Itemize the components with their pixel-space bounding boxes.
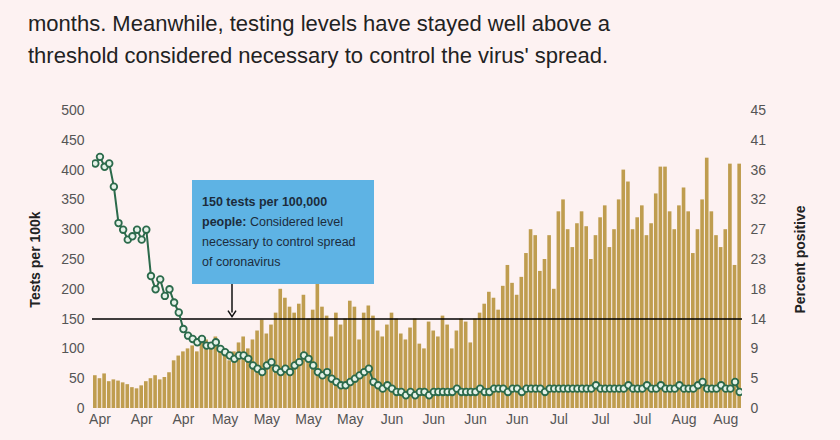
html-text:months. Meanwhile, testing lev: months. Meanwhile, testing levels have s… (28, 11, 611, 68)
svg-text:Apr: Apr (173, 411, 195, 427)
svg-text:350: 350 (61, 191, 85, 207)
svg-text:0: 0 (77, 400, 85, 416)
svg-text:Percent positive: Percent positive (792, 205, 808, 313)
svg-text:450: 450 (61, 132, 85, 148)
svg-text:27: 27 (751, 221, 767, 237)
svg-text:32: 32 (751, 191, 767, 207)
svg-text:18: 18 (751, 281, 767, 297)
svg-text:Aug: Aug (713, 411, 738, 427)
svg-text:100: 100 (61, 340, 85, 356)
svg-text:9: 9 (751, 340, 759, 356)
svg-text:23: 23 (751, 251, 767, 267)
svg-text:May: May (212, 411, 238, 427)
svg-text:150: 150 (61, 311, 85, 327)
svg-text:500: 500 (61, 102, 85, 118)
svg-text:Apr: Apr (89, 411, 111, 427)
svg-text:Jun: Jun (422, 411, 445, 427)
svg-text:0: 0 (751, 400, 759, 416)
svg-text:May: May (295, 411, 321, 427)
html-text:150 tests per 100,000 people:: 150 tests per 100,000 people: Considered… (202, 195, 356, 269)
svg-text:Jun: Jun (464, 411, 487, 427)
svg-text:45: 45 (751, 102, 767, 118)
svg-text:Apr: Apr (131, 411, 153, 427)
svg-text:Jun: Jun (381, 411, 404, 427)
svg-text:200: 200 (61, 281, 85, 297)
svg-text:250: 250 (61, 251, 85, 267)
svg-text:Jul: Jul (592, 411, 610, 427)
svg-text:Jul: Jul (633, 411, 651, 427)
svg-text:May: May (337, 411, 363, 427)
svg-text:41: 41 (751, 132, 767, 148)
svg-text:50: 50 (69, 370, 85, 386)
svg-text:Jul: Jul (550, 411, 568, 427)
svg-text:Jun: Jun (506, 411, 529, 427)
svg-text:5: 5 (751, 370, 759, 386)
svg-text:14: 14 (751, 311, 767, 327)
svg-text:36: 36 (751, 162, 767, 178)
svg-text:400: 400 (61, 162, 85, 178)
svg-text:Tests per 100k: Tests per 100k (27, 211, 43, 307)
svg-text:May: May (254, 411, 280, 427)
svg-text:300: 300 (61, 221, 85, 237)
svg-text:Aug: Aug (672, 411, 697, 427)
